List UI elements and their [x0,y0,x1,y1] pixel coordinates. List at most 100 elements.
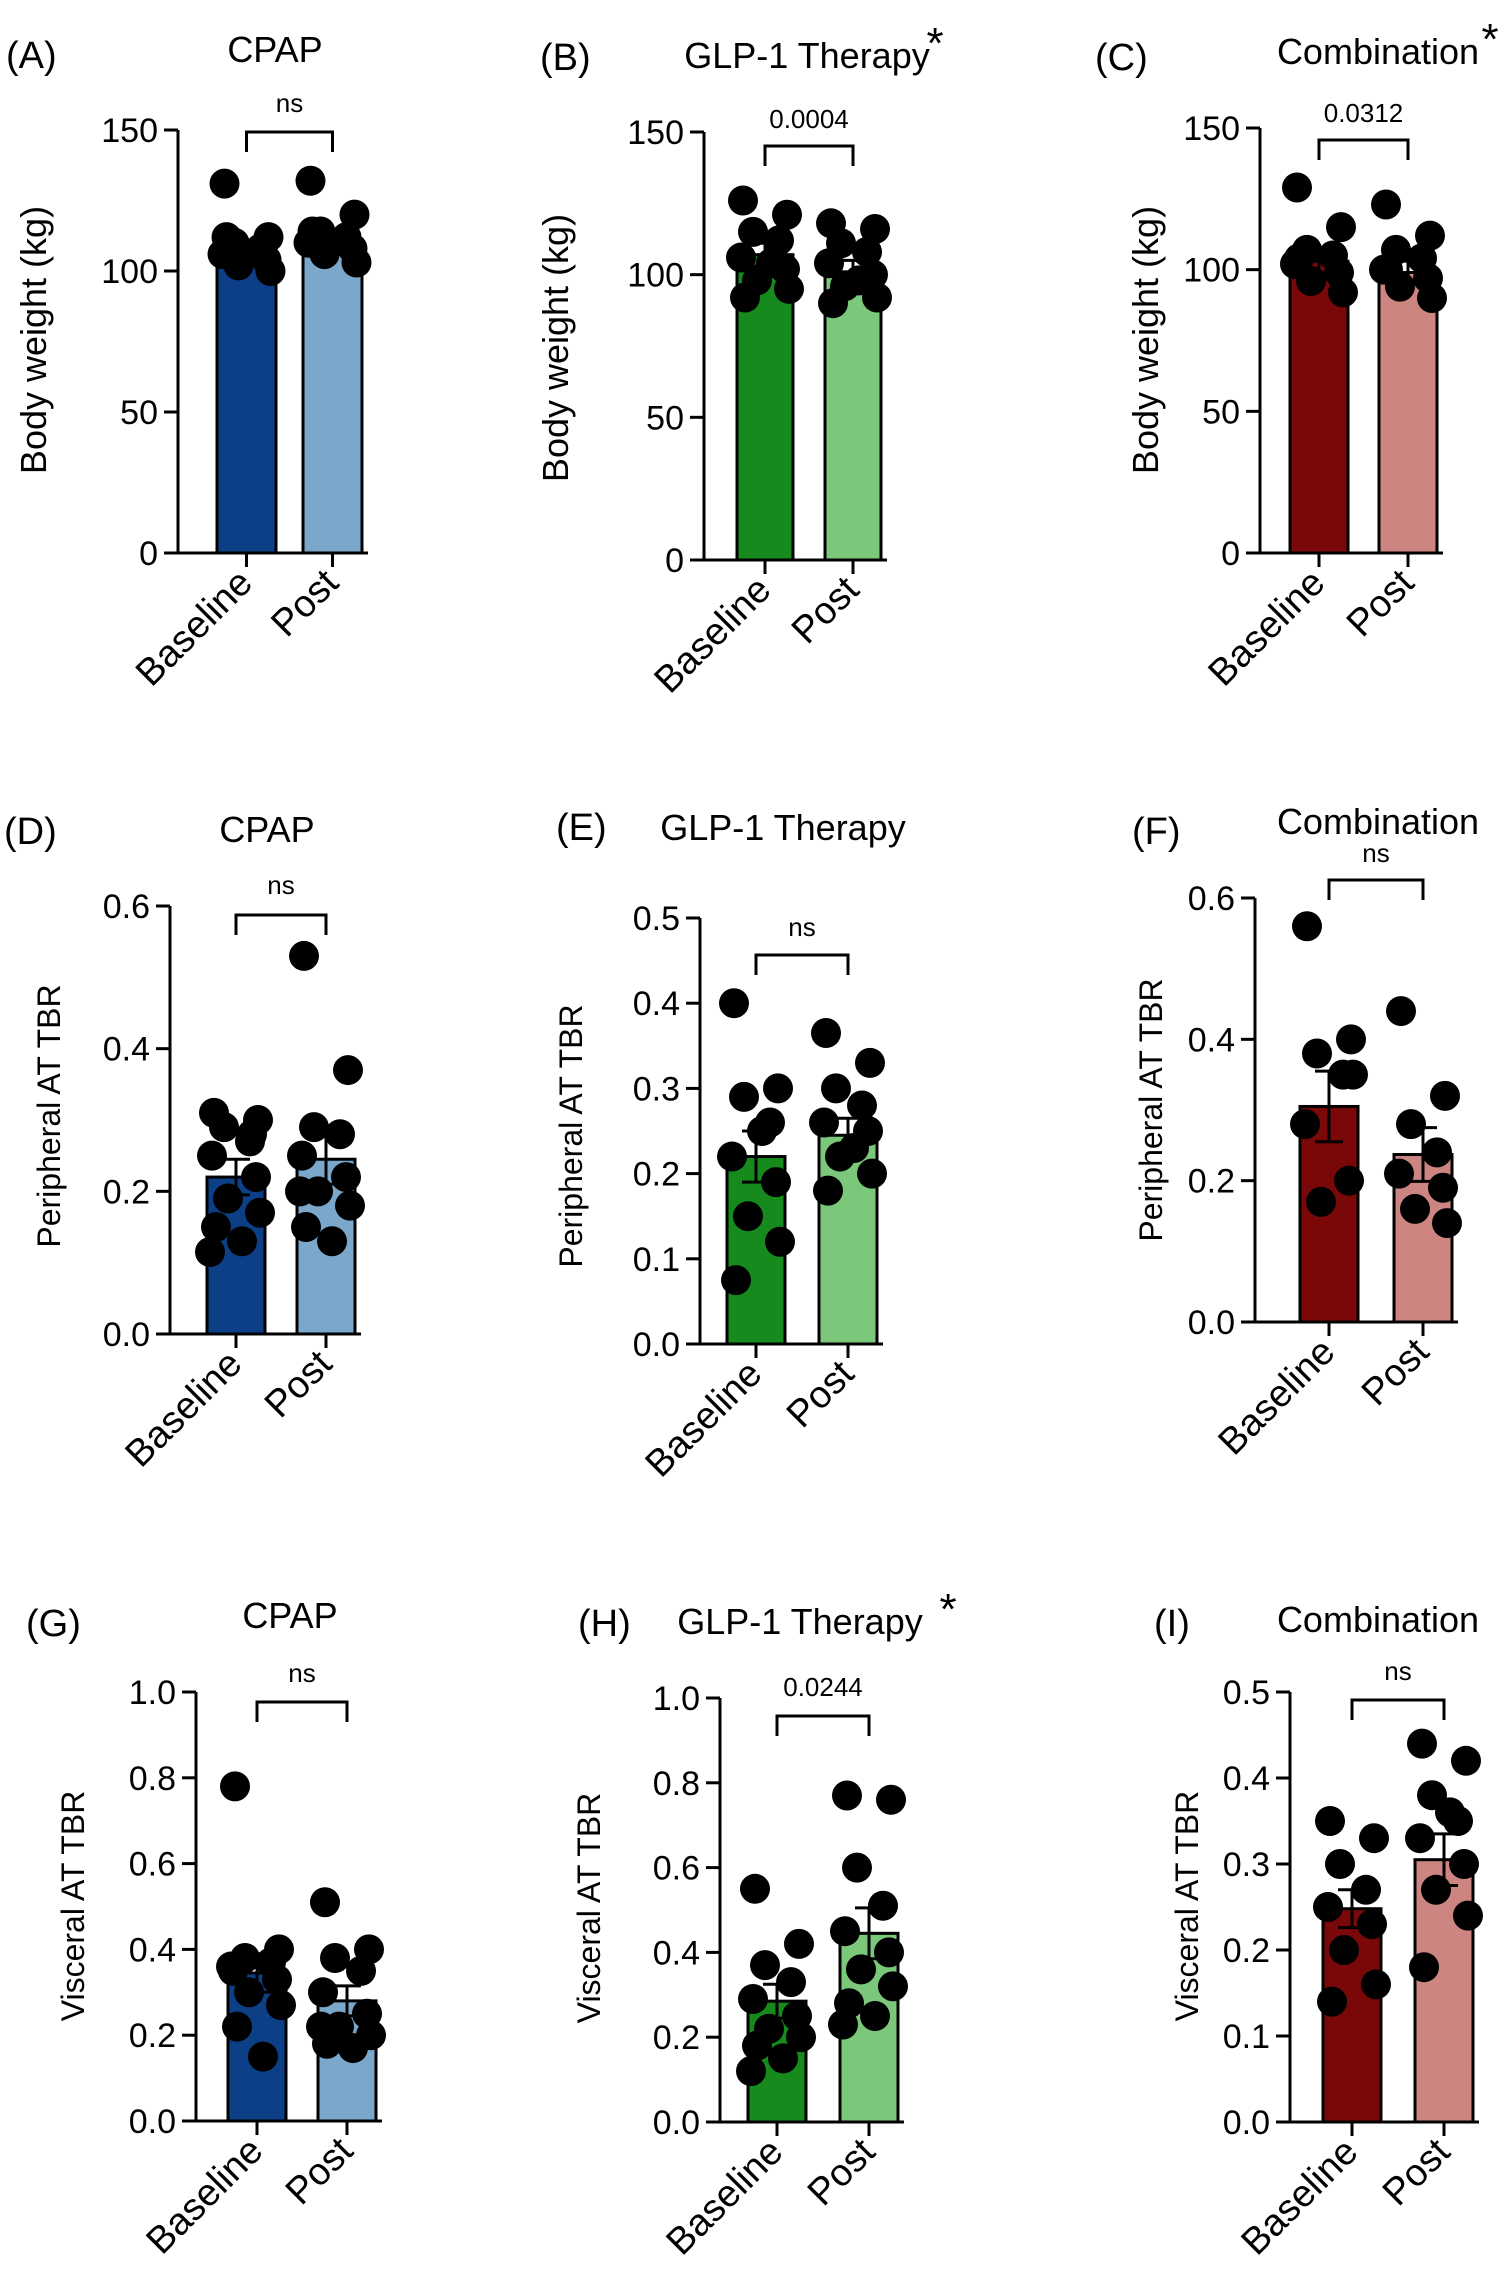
data-point [738,1984,768,2015]
data-point [868,1890,898,1921]
data-point [201,1212,231,1242]
data-point [1359,1823,1389,1854]
y-tick-label: 150 [627,114,684,152]
comparison-label: 0.0244 [783,1672,863,1702]
data-point [1430,1080,1460,1111]
panel-a: (A) CPAP Body weight (kg) 0 50 100 150 Baseline… [6,29,372,694]
data-point [325,1119,355,1150]
y-tick-label: 0.6 [653,1850,700,1888]
data-point [1329,1935,1359,1965]
data-point [211,222,242,253]
data-point [1384,1158,1414,1189]
data-point [761,1167,791,1198]
y-tick-label: 0.6 [129,1846,176,1884]
data-point [1326,212,1356,243]
data-point [1428,1172,1458,1203]
y-tick-label: 1.0 [129,1674,176,1712]
y-tick-label: 0 [1221,535,1240,573]
data-point [285,1176,315,1207]
data-point [811,1018,841,1049]
data-point [1315,1806,1345,1836]
y-tick-label: 0.0 [1188,1304,1235,1342]
y-tick-label: 0.4 [1188,1021,1235,1059]
panel-title: GLP-1 Therapy [677,1601,922,1642]
data-point [717,1141,747,1172]
data-point [287,1140,317,1171]
x-tick-label: Post [1375,2130,1459,2214]
panel-title: CPAP [242,1595,337,1636]
y-axis-label: Visceral AT TBR [571,1793,607,2024]
data-point [1453,1900,1483,1931]
data-point [1400,1193,1430,1224]
data-point [346,1955,376,1986]
y-tick-label: 0.3 [1223,1846,1270,1884]
data-point [1361,1969,1391,2000]
data-point [216,1951,246,1982]
data-point [844,265,874,296]
panel-title: GLP-1 Therapy [684,35,929,76]
panel-title: Combination [1277,1599,1479,1640]
comparison-label: ns [1362,838,1389,868]
data-point [729,1081,759,1112]
data-point [1317,1986,1347,2017]
y-tick-label: 100 [627,257,684,295]
data-point [1449,1849,1479,1879]
y-tick-label: 0.2 [129,2017,176,2055]
data-point [1386,996,1416,1027]
data-point [846,1954,876,1985]
data-point [291,1212,321,1242]
y-tick-label: 100 [1183,252,1240,290]
data-point [255,256,286,286]
y-tick-label: 0.1 [633,1241,680,1279]
data-point [774,273,804,304]
data-point [1373,254,1403,285]
data-point [736,2056,766,2087]
comparison-bracket [255,1700,349,1722]
y-tick-label: 0.4 [653,1934,700,1972]
comparison-bracket [1317,138,1410,160]
data-point [1435,1797,1465,1828]
data-point [1417,283,1447,313]
data-point [852,236,882,267]
x-tick-label: Post [784,568,868,652]
data-point [728,185,758,216]
data-point [220,1771,250,1802]
data-point [764,225,794,256]
y-tick-label: 0.2 [1188,1163,1235,1201]
y-tick-label: 1.0 [653,1680,700,1718]
panel-f: (F) Combination Peripheral AT TBR 0.0 0.2 0.4… [1132,801,1479,1463]
comparison-label: ns [788,912,815,942]
y-tick-label: 50 [646,399,684,437]
data-point [842,1852,872,1883]
y-tick-label: 0 [665,542,684,580]
data-point [299,1112,329,1143]
y-axis-label: Visceral AT TBR [55,1791,91,2022]
y-tick-label: 0.4 [129,1931,176,1969]
x-tick-label: Baseline [118,1343,251,1476]
data-point [306,2011,336,2042]
data-point [776,1967,806,1998]
data-point [227,1226,257,1257]
comparison-label: ns [276,88,303,118]
comparison-bracket [754,953,850,975]
data-point [331,1162,361,1193]
data-point [1357,1909,1387,1940]
data-point [197,1140,227,1171]
comparison-label: ns [1384,1656,1411,1686]
data-point [1306,1186,1336,1217]
data-point [765,1226,795,1257]
y-axis-label: Peripheral AT TBR [31,984,67,1247]
data-point [1296,266,1326,296]
data-point [740,1873,770,1904]
panel-letter: (C) [1095,37,1148,79]
comparison-label: ns [288,1658,315,1688]
data-point [1292,911,1322,942]
data-point [195,1236,225,1267]
data-point [809,1107,839,1138]
comparison-bracket [775,1714,871,1736]
data-point [209,168,240,199]
data-point [1422,1137,1452,1168]
y-tick-label: 0.0 [633,1326,680,1364]
x-tick-label: Baseline [128,562,261,695]
x-tick-label: Baseline [1234,2131,1367,2264]
